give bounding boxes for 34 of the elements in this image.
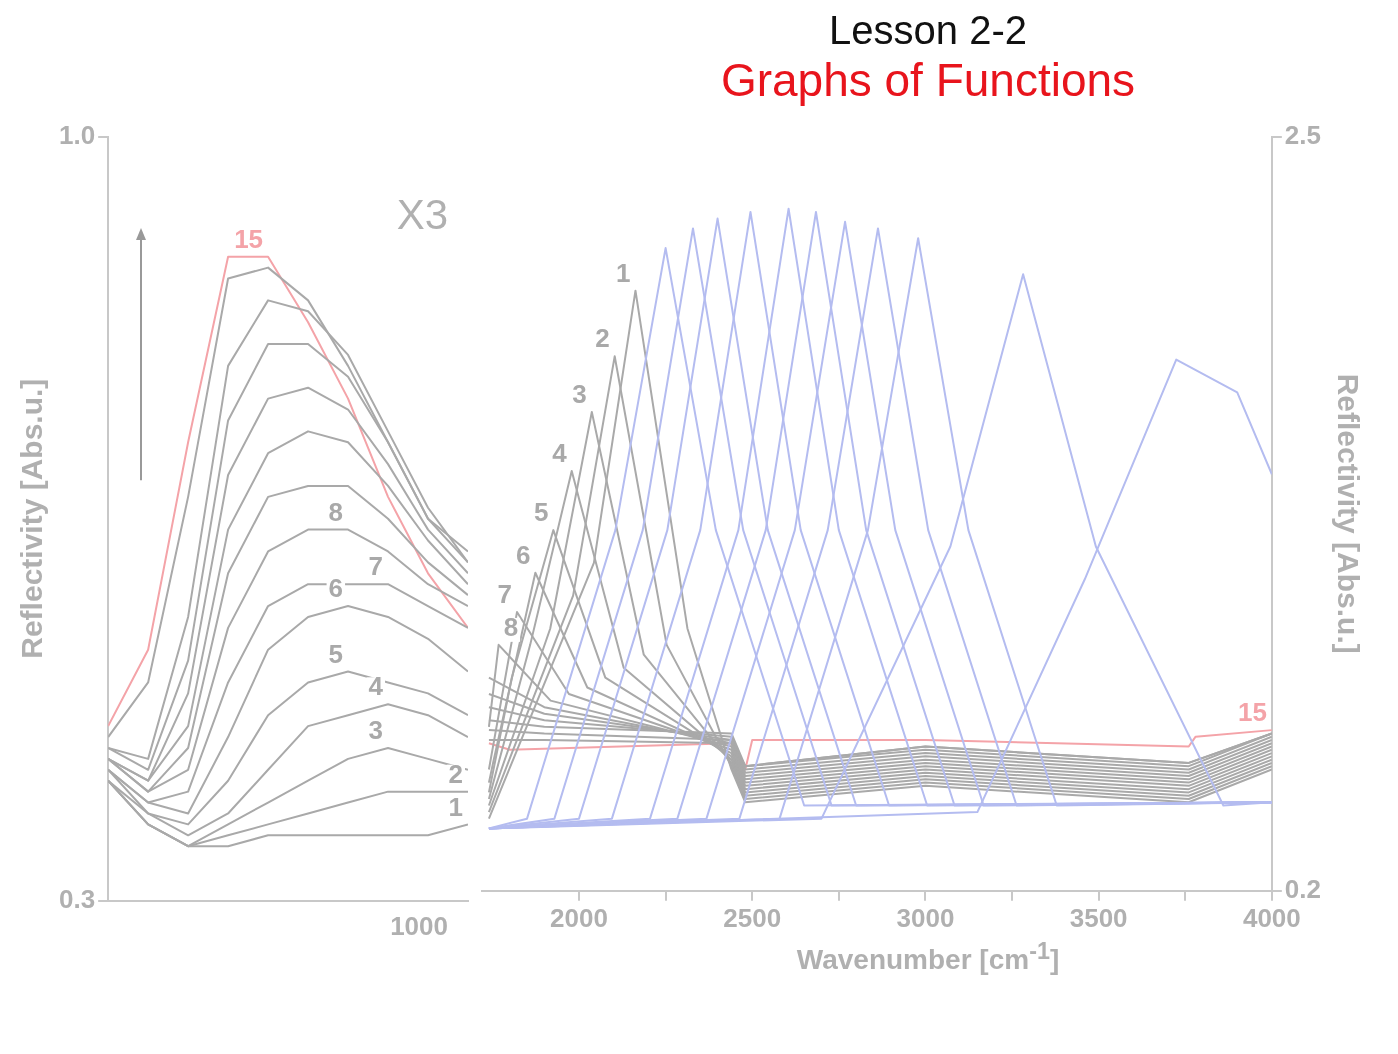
series-label: 2 [595,323,610,354]
series-label: 7 [497,579,512,610]
series-label: 4 [552,438,568,469]
series-label: 15 [234,223,264,254]
y2-axis-title: Reflectivity [Abs.u.] [1331,373,1365,654]
x-tick-label: 4000 [1242,902,1301,933]
x-tick-label: 3000 [896,902,955,933]
x-tick-label: 3500 [1069,902,1128,933]
y-tick-label: 0.3 [58,883,96,914]
series-label: 5 [328,638,344,669]
series-label: 3 [572,379,587,410]
text: 1000 [390,910,448,941]
series-label: 7 [368,551,384,582]
series-label: 1 [616,257,631,288]
series-label: 4 [368,671,384,702]
y-tick-label: 1.0 [58,119,96,150]
y2-tick-label: 2.5 [1284,119,1322,150]
series-label: 8 [328,496,344,527]
x-tick-label: 2500 [723,902,782,933]
series-label: 3 [368,715,384,746]
chart-title: Lesson 2-2 [828,8,1028,53]
x-axis-title: Wavenumber [cm$^{-1}$] [795,938,1061,978]
series-label: 15 [1237,697,1267,728]
y-axis-title: Reflectivity [Abs.u.] [15,378,49,659]
annotation: X3 [396,191,448,239]
series-label: 8 [503,612,519,643]
series-label: 2 [448,758,463,789]
series-label: 5 [533,497,549,528]
chart-subtitle: Graphs of Functions [719,53,1137,107]
y2-tick-label: 0.2 [1284,873,1322,904]
series-label: 1 [448,791,463,822]
x-tick-label: 2000 [550,902,608,933]
series-label: 6 [515,539,531,570]
series-label: 6 [328,573,344,604]
